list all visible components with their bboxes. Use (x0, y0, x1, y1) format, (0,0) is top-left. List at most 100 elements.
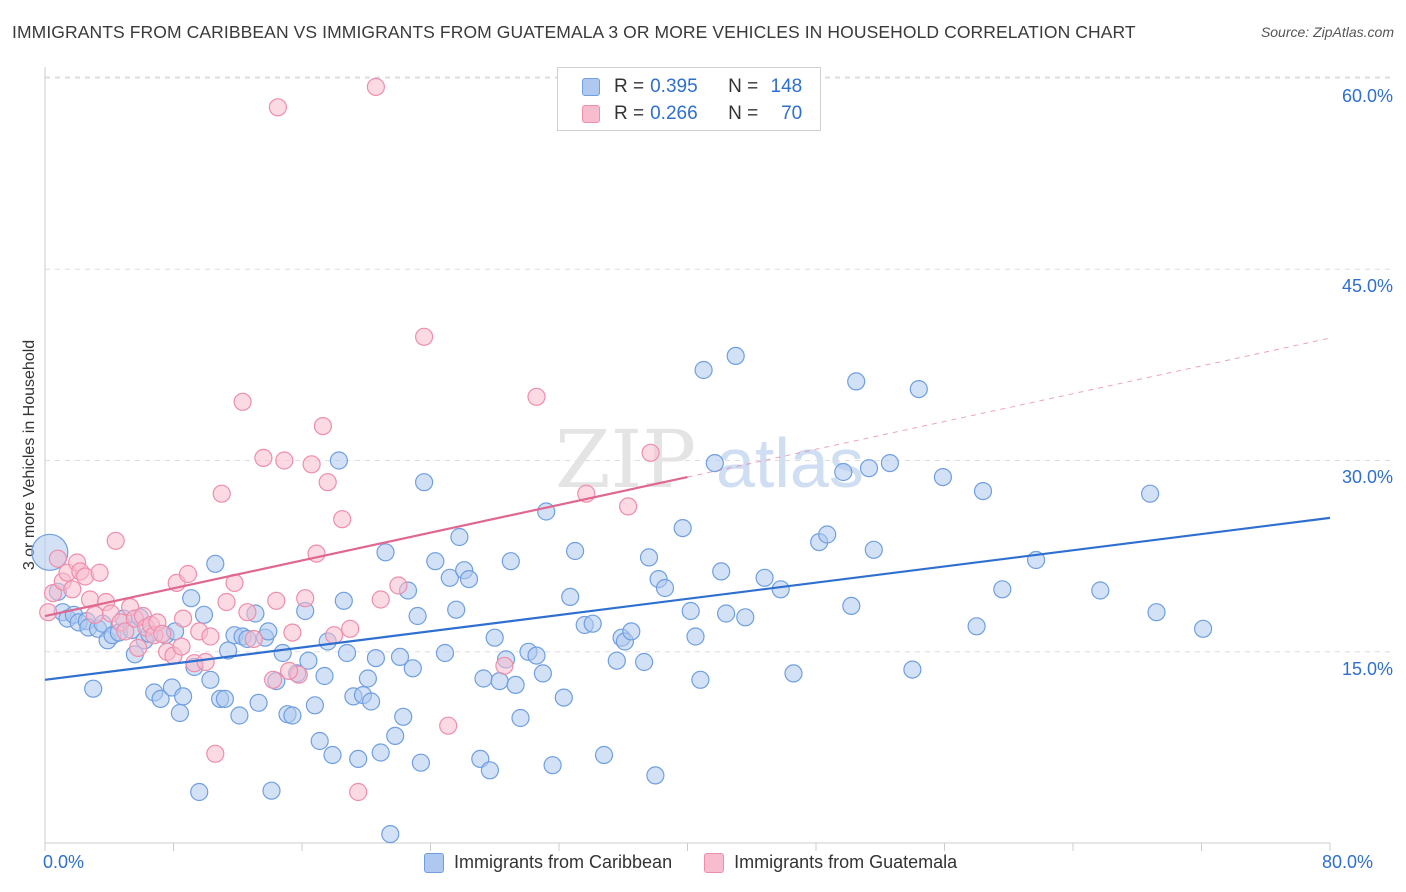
point-caribbean (681, 601, 700, 621)
point-caribbean (543, 756, 562, 775)
point-guatemala (116, 622, 135, 641)
point-caribbean (527, 646, 546, 665)
x-tick-label-min: 0.0% (43, 852, 85, 872)
point-caribbean (480, 761, 499, 780)
point-caribbean (673, 518, 692, 538)
point-caribbean (426, 552, 445, 571)
point-caribbean (694, 360, 713, 380)
legend-n-label: N = (728, 76, 759, 97)
point-guatemala (495, 656, 514, 675)
point-caribbean (485, 628, 504, 647)
point-guatemala (129, 638, 148, 658)
bottom-legend-swatch-caribbean (424, 852, 444, 873)
point-guatemala (201, 627, 220, 646)
point-guatemala (280, 661, 299, 681)
point-caribbean (634, 652, 654, 672)
point-caribbean (506, 675, 525, 695)
point-guatemala (106, 531, 125, 550)
point-caribbean (973, 482, 993, 501)
point-caribbean (440, 568, 459, 587)
point-caribbean (174, 687, 193, 706)
point-guatemala (296, 589, 315, 608)
point-guatemala (349, 782, 368, 802)
point-caribbean (201, 670, 220, 689)
point-caribbean (371, 743, 390, 762)
point-caribbean (403, 659, 422, 678)
point-caribbean (726, 346, 745, 365)
point-caribbean (151, 689, 170, 709)
point-caribbean (259, 622, 278, 641)
point-guatemala (275, 451, 294, 470)
legend-row-guatemala: R = 0.266 N = 70 (582, 102, 802, 126)
point-caribbean (1193, 619, 1213, 638)
point-caribbean (561, 587, 580, 607)
point-guatemala (333, 510, 352, 529)
point-guatemala (217, 592, 236, 612)
legend: R = 0.395 N = 148 R = 0.266 N = 70 (557, 67, 821, 131)
point-caribbean (784, 664, 803, 683)
point-guatemala (302, 455, 321, 474)
point-caribbean (219, 641, 238, 660)
point-guatemala (283, 623, 302, 642)
point-caribbean (362, 692, 381, 711)
point-caribbean (249, 693, 268, 712)
point-caribbean (691, 670, 710, 689)
point-caribbean (933, 468, 953, 487)
point-caribbean (818, 525, 837, 544)
point-guatemala (172, 637, 191, 656)
point-caribbean (834, 462, 853, 482)
trend-line-caribbean (44, 516, 1331, 681)
point-guatemala (174, 609, 193, 628)
point-guatemala (439, 716, 458, 735)
point-caribbean (376, 543, 395, 562)
point-caribbean (386, 726, 405, 746)
legend-r-value: 0.266 (650, 103, 698, 124)
point-guatemala (325, 626, 344, 645)
point-guatemala (48, 549, 68, 568)
point-guatemala (90, 563, 109, 582)
point-guatemala (196, 652, 215, 672)
point-caribbean (390, 647, 410, 667)
point-caribbean (337, 643, 357, 663)
point-caribbean (182, 589, 201, 608)
point-caribbean (315, 666, 334, 686)
point-caribbean (1091, 581, 1110, 600)
point-caribbean (411, 753, 430, 772)
trend-line-guatemala-extension (687, 337, 1331, 478)
point-caribbean (1140, 484, 1160, 503)
point-caribbean (305, 696, 324, 715)
point-caribbean (755, 568, 774, 587)
trend-lines (44, 337, 1331, 681)
point-caribbean (639, 548, 659, 567)
point-caribbean (323, 745, 342, 765)
point-caribbean (847, 372, 866, 391)
point-caribbean (366, 648, 385, 668)
point-caribbean (447, 600, 466, 619)
point-guatemala (618, 497, 638, 516)
legend-r-label: R = (614, 76, 645, 97)
point-caribbean (565, 541, 585, 561)
chart-title: IMMIGRANTS FROM CARIBBEAN VS IMMIGRANTS … (12, 22, 1136, 42)
trend-line-guatemala (44, 475, 688, 618)
point-caribbean (299, 651, 318, 670)
point-guatemala (153, 624, 172, 644)
point-caribbean (655, 578, 675, 598)
point-caribbean (736, 608, 755, 627)
point-guatemala (318, 473, 337, 492)
point-guatemala (254, 448, 273, 467)
point-guatemala (371, 590, 390, 609)
point-caribbean (381, 824, 400, 844)
point-caribbean (646, 766, 665, 785)
point-caribbean (622, 622, 641, 641)
point-caribbean (859, 459, 879, 478)
legend-n-label: N = (728, 103, 759, 124)
point-caribbean (864, 540, 883, 559)
point-guatemala (641, 443, 660, 462)
point-caribbean (84, 679, 103, 698)
point-caribbean (415, 473, 434, 492)
legend-n-value: 148 (770, 76, 803, 97)
point-caribbean (450, 527, 469, 547)
point-caribbean (880, 454, 900, 473)
point-caribbean (190, 782, 209, 802)
point-caribbean (349, 749, 368, 769)
